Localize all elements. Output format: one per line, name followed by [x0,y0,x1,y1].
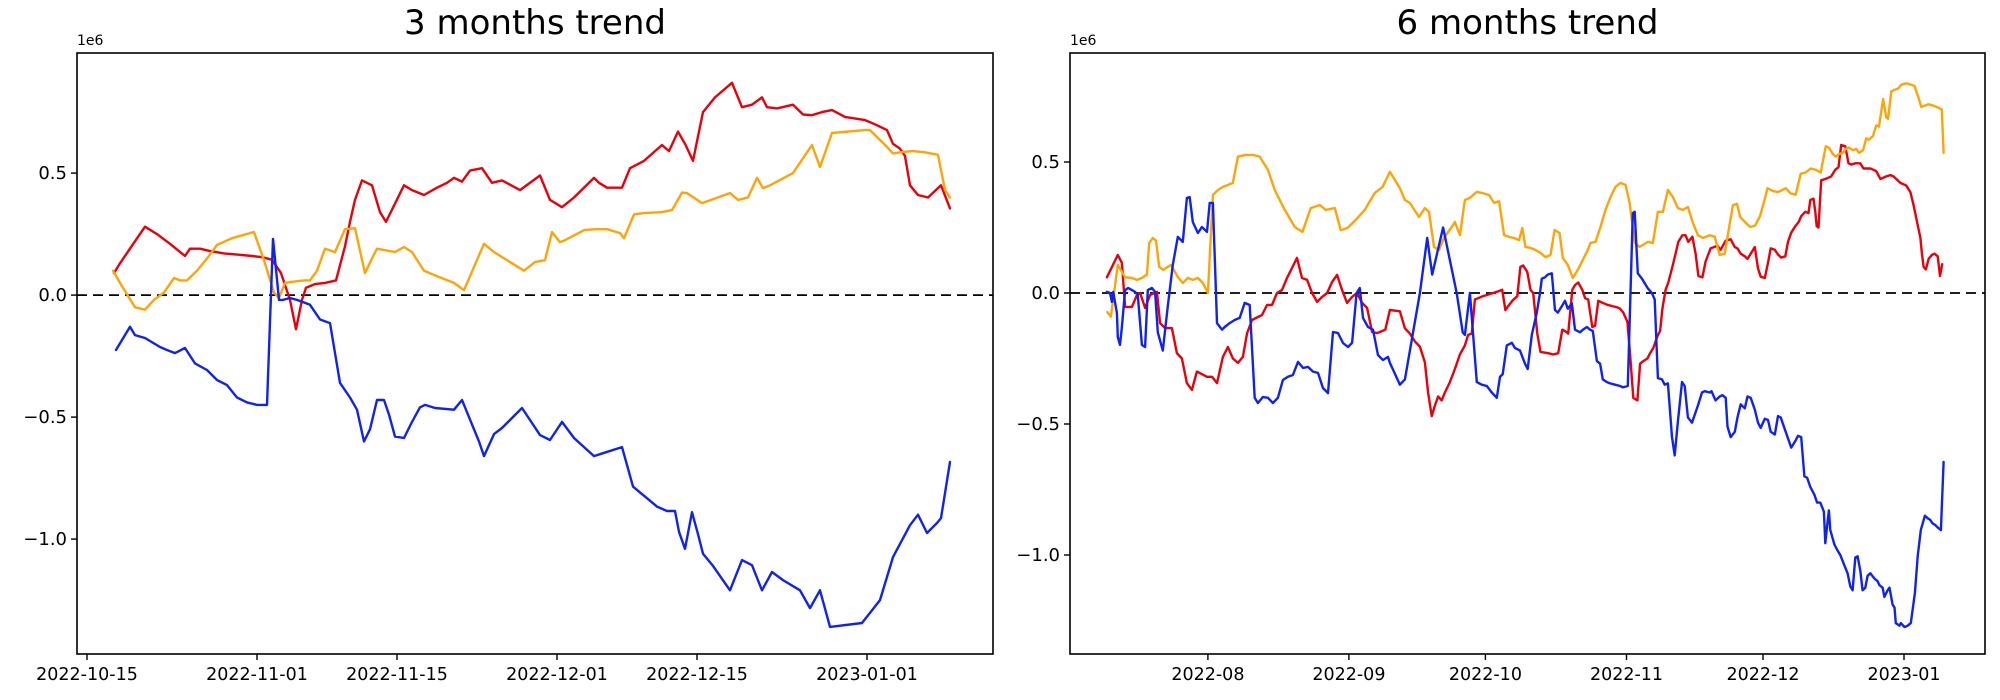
x-tick-label: 2022-11-15 [346,665,448,685]
y-axis-offset-label: 1e6 [77,33,104,49]
y-tick-label: −0.5 [1016,414,1060,435]
series-line-blue [114,237,952,629]
series-line-red [1105,143,1944,418]
plot-area-6-months: 2022-08 2022-09 2022-10 2022-11 2022-12 2023-… [1016,52,1986,685]
plot-border [1069,52,1986,655]
chart-title: 3 months trend [404,3,666,43]
x-tick-label: 2022-11 [1590,665,1663,685]
y-tick-label: −1.0 [23,529,67,550]
x-tick-label: 2022-12-01 [506,665,608,685]
series-line-red [112,81,952,331]
y-tick-label: 0.0 [38,285,67,306]
series-line-orange [1106,82,1945,318]
plot-border [76,52,994,655]
y-axis-offset-label: 1e6 [1070,33,1097,49]
y-tick-label: 0.5 [1031,152,1060,173]
series-line-blue [1105,195,1945,629]
y-tick-label: 0.0 [1031,283,1060,304]
x-tick-label: 2022-08 [1171,665,1244,685]
chart-title: 6 months trend [1396,3,1659,43]
x-tick-label: 2022-11-01 [206,665,308,685]
y-tick-label: 0.5 [38,163,67,184]
x-tick-label: 2022-12 [1726,665,1799,685]
plot-area-3-months: 2022-10-15 2022-11-01 2022-11-15 2022-12-01… [23,52,994,685]
y-tick-label: −1.0 [1016,545,1060,566]
x-tick-label: 2022-12-15 [646,665,748,685]
x-tick-label: 2022-10 [1449,665,1522,685]
y-tick-label: −0.5 [23,407,67,428]
x-tick-label: 2022-10-15 [36,665,138,685]
x-tick-label: 2022-09 [1312,665,1385,685]
x-tick-label: 2023-01-01 [816,665,918,685]
series-line-orange [111,128,952,311]
x-tick-label: 2023-01 [1867,665,1940,685]
